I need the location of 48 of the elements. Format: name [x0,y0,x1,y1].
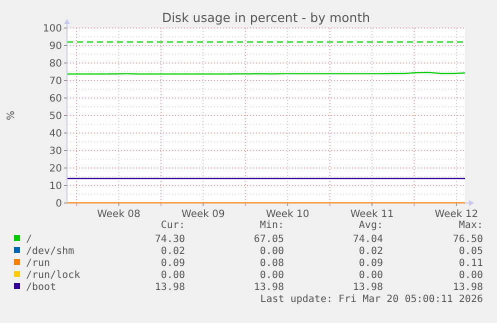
x-tick-label: Week 08 [97,209,140,220]
text: 76.50 [452,234,483,245]
y-tick-label: 100 [42,24,62,34]
y-tick-label: 90 [49,41,62,52]
x-tick-label: Week 11 [350,209,394,220]
legend-label: /dev/shm [26,246,74,257]
text: 0.00 [458,270,483,281]
y-tick-label: 40 [49,128,62,140]
y-tick-label: 20 [49,164,62,174]
legend-label: /run [26,258,50,269]
text: 0.00 [260,246,284,257]
text: 0.00 [358,270,383,281]
x-tick-label: Week 12 [434,209,478,220]
text: 13.98 [154,282,185,293]
legend-label: /boot [26,282,56,293]
legend-label: /run/lock [26,270,80,281]
y-tick-label: 50 [49,111,62,122]
y-tick-label: 60 [49,94,62,104]
text: 0.02 [358,246,383,257]
text: 74.30 [154,234,185,245]
text: 0.11 [458,258,483,269]
text: Last update: Fri Mar 20 05:00:11 2026 [260,294,483,305]
text: 0.08 [260,258,284,269]
text: Avg: [358,220,383,231]
text: 74.04 [352,234,383,245]
y-tick-label: 10 [49,181,62,192]
y-tick-label: 30 [49,146,62,157]
y-tick-label: 0 [56,198,62,210]
y-axis-title: % [6,110,17,120]
text: 0.00 [160,270,185,281]
text: 0.00 [260,270,284,281]
text: 0.09 [358,258,383,269]
y-tick-label: 80 [49,58,62,70]
text: 67.05 [254,234,284,245]
text: 13.98 [452,282,483,293]
legend-label: / [26,234,32,245]
text: 13.98 [254,282,284,293]
x-tick-label: Week 09 [182,209,225,220]
chart-title: Disk usage in percent - by month [162,10,370,25]
y-tick-label: 70 [49,76,62,87]
text: 0.09 [160,258,185,269]
text: Max: [458,220,483,231]
text: 0.02 [160,246,185,257]
x-tick-label: Week 10 [266,209,310,220]
text: 0.05 [458,246,483,257]
text: Min: [260,220,284,231]
text: Cur: [160,220,185,231]
text: 13.98 [352,282,383,293]
